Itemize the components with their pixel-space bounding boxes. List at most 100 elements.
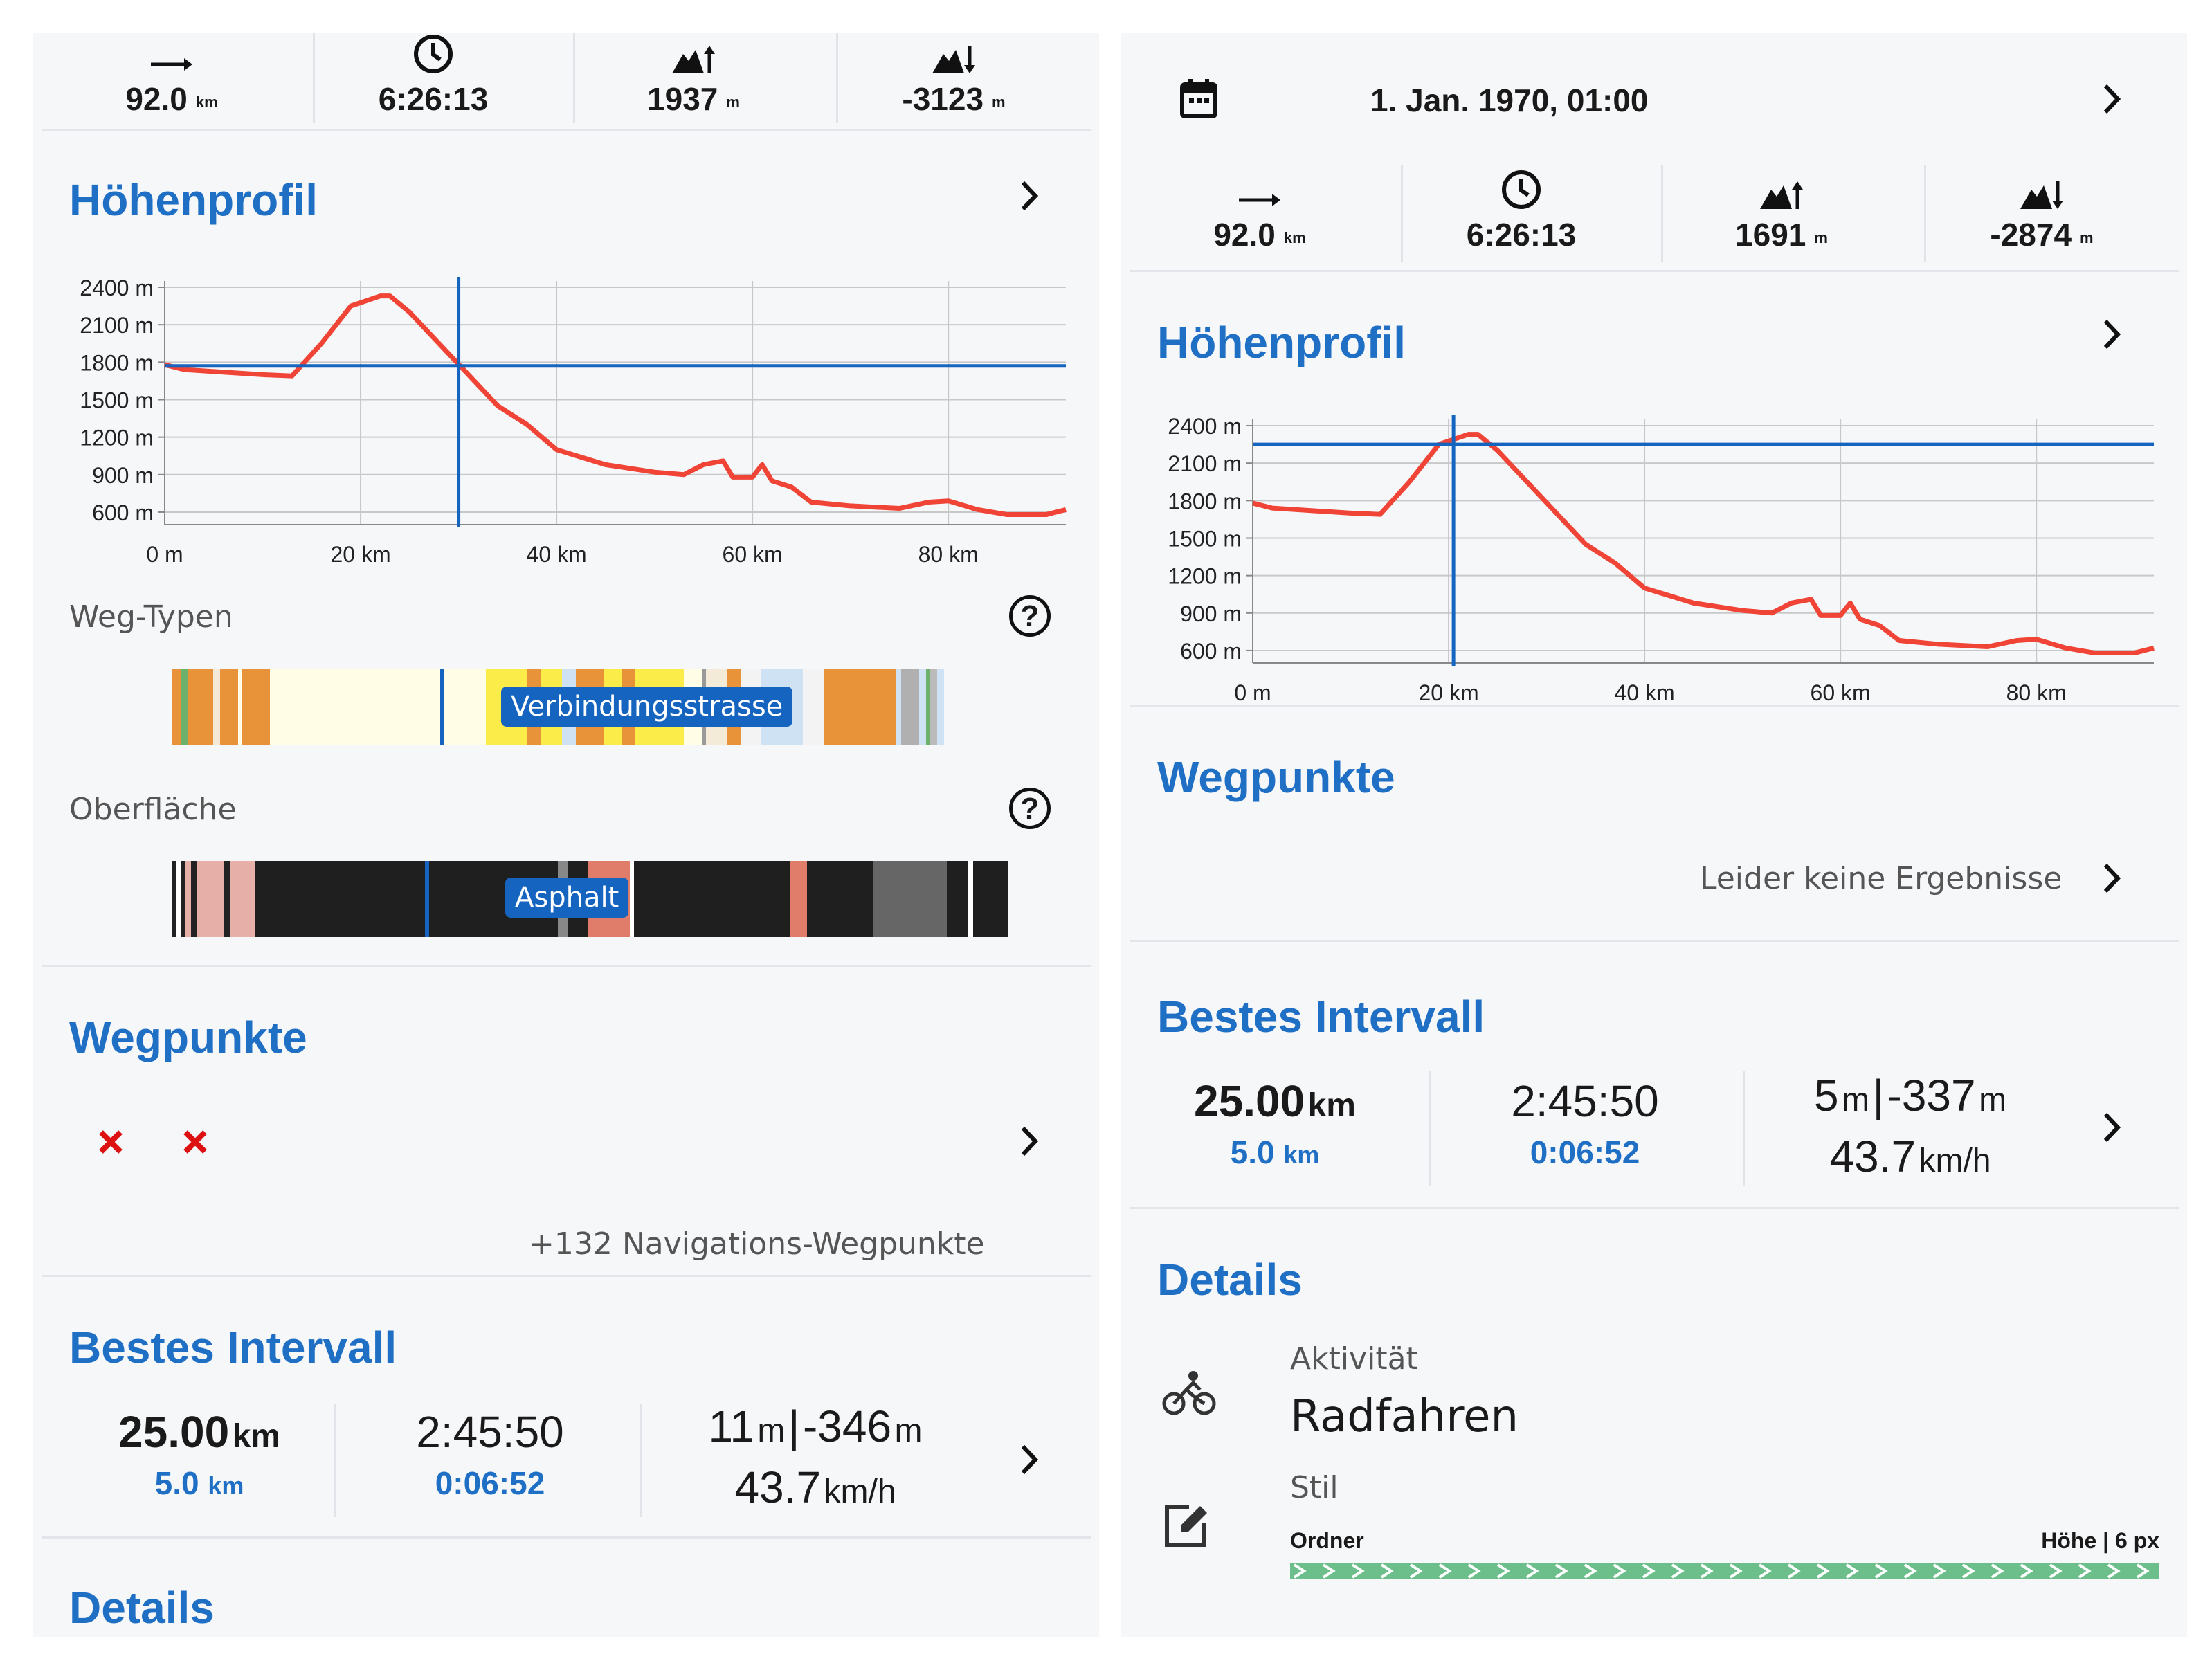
interval-speed: 43.7 bbox=[1829, 1132, 1916, 1181]
waypoint-x-icon[interactable] bbox=[97, 1128, 125, 1159]
stat-unit: m bbox=[2080, 229, 2094, 246]
elevation-series-line bbox=[1252, 432, 2155, 656]
track-details-panel-left: 92.0 km 6:26:13 1937 m -3123 m Höhenprofil … bbox=[33, 33, 1099, 1637]
unit: km bbox=[232, 1418, 280, 1455]
calendar-icon bbox=[1179, 78, 1218, 122]
surface-tooltip: Asphalt bbox=[505, 878, 629, 918]
interval-speed: 43.7 bbox=[734, 1462, 822, 1512]
bicycle-icon bbox=[1161, 1369, 1217, 1421]
x-tick-label: 0 m bbox=[1234, 680, 1271, 705]
y-tick-label: 1200 m bbox=[80, 426, 154, 451]
unit: m bbox=[757, 1413, 786, 1449]
y-tick-label: 1500 m bbox=[80, 388, 154, 412]
y-tick-label: 1200 m bbox=[1168, 564, 1242, 589]
line-style-preview[interactable] bbox=[1290, 1563, 2159, 1583]
x-tick-label: 80 km bbox=[918, 542, 979, 567]
elevation-chart[interactable]: 2400 m 2100 m 1800 m 1500 m 1200 m 900 m 600 m… bbox=[33, 241, 1099, 615]
chevron-right-icon[interactable] bbox=[2098, 1110, 2126, 1148]
chevron-right-icon[interactable] bbox=[2098, 317, 2126, 355]
ascent-icon bbox=[1657, 169, 1906, 210]
stat-unit: m bbox=[726, 93, 740, 111]
stat-value: 92.0 bbox=[1213, 217, 1276, 253]
waypoint-x-icon[interactable] bbox=[181, 1128, 209, 1159]
interval-elevation-speed: 11 m | -346 m 43.7 km/h bbox=[708, 1401, 923, 1512]
section-title-details: Details bbox=[1157, 1255, 1303, 1305]
interval-sub-value: 5.0 bbox=[154, 1465, 199, 1501]
stat-unit: km bbox=[1283, 229, 1306, 246]
interval-distance-value: 25.00 bbox=[1194, 1076, 1305, 1126]
chevron-right-icon[interactable] bbox=[1016, 179, 1044, 217]
chevron-right-icon[interactable] bbox=[2098, 861, 2126, 899]
y-tick-label: 2100 m bbox=[1168, 451, 1242, 476]
chevron-right-icon[interactable] bbox=[2098, 82, 2126, 120]
interval-elevation-speed: 5 m | -337 m 43.7 km/h bbox=[1813, 1071, 2007, 1181]
stat-value: 6:26:13 bbox=[378, 81, 489, 117]
section-title-elevation[interactable]: Höhenprofil bbox=[1157, 318, 1406, 367]
interval-time-value: 2:45:50 bbox=[1511, 1076, 1659, 1126]
stat-value: 1691 bbox=[1735, 217, 1806, 253]
stat-ascent: 1691 m bbox=[1657, 169, 1906, 253]
interval-time-value: 2:45:50 bbox=[416, 1407, 564, 1457]
y-tick-label: 2400 m bbox=[80, 275, 154, 300]
interval-distance-value: 25.00 bbox=[118, 1407, 230, 1457]
stat-unit: m bbox=[1814, 229, 1828, 246]
stat-value: -2874 bbox=[1990, 217, 2072, 253]
interval-time: 2:45:50 0:06:52 bbox=[1440, 1075, 1730, 1171]
clock-icon bbox=[309, 33, 558, 75]
stat-duration: 6:26:13 bbox=[1397, 169, 1646, 253]
unit: m bbox=[1979, 1082, 2007, 1118]
edit-icon[interactable] bbox=[1161, 1500, 1211, 1554]
section-title-elevation[interactable]: Höhenprofil bbox=[69, 175, 318, 225]
chevron-right-icon[interactable] bbox=[1016, 1442, 1044, 1480]
track-date[interactable]: 1. Jan. 1970, 01:00 bbox=[1370, 82, 1649, 118]
x-tick-label: 0 m bbox=[146, 542, 183, 567]
section-title-details: Details bbox=[69, 1583, 215, 1633]
unit: km bbox=[208, 1471, 244, 1500]
help-icon[interactable]: ? bbox=[1009, 788, 1051, 829]
help-icon[interactable]: ? bbox=[1009, 595, 1051, 637]
section-title-best-interval[interactable]: Bestes Intervall bbox=[69, 1323, 397, 1372]
stat-distance: 92.0 km bbox=[1135, 169, 1384, 253]
interval-pace-value: 0:06:52 bbox=[435, 1465, 545, 1501]
elevation-series-line bbox=[164, 293, 1067, 518]
interval-distance: 25.00 km 5.0 km bbox=[61, 1406, 338, 1502]
interval-down: -337 bbox=[1887, 1071, 1976, 1120]
stat-unit: m bbox=[992, 93, 1006, 111]
oberflaeche-label: Oberfläche bbox=[69, 792, 237, 827]
nav-waypoints-count: +132 Navigations-Wegpunkte bbox=[529, 1226, 985, 1262]
x-tick-label: 60 km bbox=[723, 542, 783, 567]
stat-descent: -3123 m bbox=[829, 33, 1078, 118]
section-title-best-interval[interactable]: Bestes Intervall bbox=[1157, 992, 1485, 1042]
unit: m bbox=[894, 1413, 923, 1449]
chevron-right-icon[interactable] bbox=[1016, 1124, 1044, 1162]
unit: km bbox=[1283, 1141, 1320, 1169]
ascent-icon bbox=[569, 33, 818, 75]
track-details-panel-right: 1. Jan. 1970, 01:00 92.0 km 6:26:13 1691 m… bbox=[1121, 33, 2187, 1637]
weg-typen-label: Weg-Typen bbox=[69, 599, 233, 635]
distance-arrow-icon bbox=[1135, 169, 1384, 210]
interval-sub-value: 5.0 bbox=[1230, 1134, 1275, 1170]
stat-value: 1937 bbox=[647, 81, 718, 117]
y-tick-label: 1800 m bbox=[1168, 489, 1242, 514]
y-tick-label: 600 m bbox=[92, 500, 154, 525]
stat-value: -3123 bbox=[902, 81, 984, 117]
height-label: Höhe | 6 px bbox=[2041, 1528, 2159, 1553]
section-title-waypoints[interactable]: Wegpunkte bbox=[1157, 752, 1395, 802]
stat-value: 92.0 bbox=[125, 81, 188, 117]
y-tick-label: 1500 m bbox=[1168, 526, 1242, 551]
unit: km bbox=[1307, 1087, 1356, 1124]
unit: km/h bbox=[1919, 1143, 1991, 1179]
surface-bar[interactable] bbox=[172, 861, 1066, 937]
interval-up: 5 bbox=[1813, 1071, 1839, 1120]
unit: m bbox=[1842, 1082, 1869, 1118]
stat-value: 6:26:13 bbox=[1466, 217, 1577, 253]
activity-label: Aktivität bbox=[1290, 1341, 1418, 1377]
activity-value[interactable]: Radfahren bbox=[1290, 1391, 1519, 1442]
distance-arrow-icon bbox=[47, 33, 296, 75]
section-title-waypoints[interactable]: Wegpunkte bbox=[69, 1013, 307, 1062]
stat-ascent: 1937 m bbox=[569, 33, 818, 118]
style-label: Stil bbox=[1290, 1470, 1339, 1505]
descent-icon bbox=[829, 33, 1078, 75]
y-tick-label: 2100 m bbox=[80, 313, 154, 338]
elevation-chart[interactable]: 2400 m 2100 m 1800 m 1500 m 1200 m 900 m 600 m… bbox=[1121, 379, 2187, 739]
